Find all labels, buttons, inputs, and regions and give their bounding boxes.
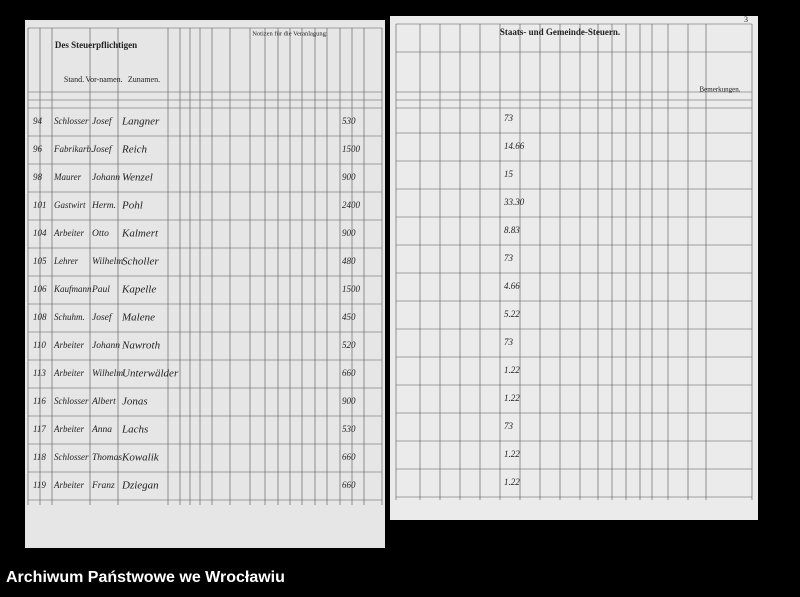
left-heading: Des Steuerpflichtigen: [55, 40, 137, 50]
notes-heading: Notizen für die Veranlagung:: [252, 30, 328, 37]
stand: Arbeiter: [53, 480, 84, 490]
tax-value: 33.30: [503, 197, 525, 207]
first-name: Otto: [92, 229, 109, 239]
row-number: 108: [33, 312, 47, 322]
first-name: Johann: [92, 341, 120, 351]
stand: Lehrer: [53, 256, 79, 266]
row-number: 110: [33, 340, 46, 350]
tax-value: 73: [504, 337, 514, 347]
stand: Maurer: [53, 172, 82, 182]
first-name: Herm.: [91, 201, 116, 211]
page-number: 3: [744, 15, 748, 24]
tax-value: 73: [504, 253, 514, 263]
tax-value: 5.22: [504, 309, 520, 319]
row-number: 104: [33, 228, 47, 238]
amount: 900: [342, 396, 356, 406]
tax-value: 73: [504, 113, 514, 123]
first-name: Anna: [91, 425, 112, 435]
surname: Malene: [121, 312, 155, 324]
tax-value: 1.22: [504, 449, 520, 459]
stand: Schlosser: [54, 116, 89, 126]
stand: Schlosser: [54, 396, 89, 406]
tax-value: 14.66: [504, 141, 525, 151]
tax-value: 1.22: [504, 393, 520, 403]
amount: 1500: [342, 284, 361, 294]
tax-value: 15: [504, 169, 514, 179]
col-head: Vor-namen.: [85, 75, 122, 84]
row-number: 113: [33, 368, 46, 378]
stand: Schlosser: [54, 452, 89, 462]
row-number: 98: [33, 172, 43, 182]
first-name: Josef: [92, 144, 113, 155]
tax-value: 1.22: [504, 365, 520, 375]
row-number: 96: [33, 144, 43, 154]
stand: Gastwirt: [54, 200, 86, 210]
row-number: 94: [33, 116, 43, 126]
first-name: Franz: [91, 481, 115, 491]
surname: Lachs: [121, 424, 148, 436]
tax-value: 4.66: [504, 281, 520, 291]
first-name: Josef: [92, 116, 113, 127]
amount: 530: [342, 116, 356, 126]
surname: Scholler: [122, 256, 159, 268]
first-name: Wilhelm: [92, 257, 123, 267]
surname: Kowalik: [121, 452, 160, 464]
surname: Kapelle: [121, 284, 156, 296]
amount: 900: [342, 228, 356, 238]
row-number: 106: [33, 284, 47, 294]
amount: 660: [342, 368, 356, 378]
tax-value: 1.22: [504, 477, 520, 487]
stand: Arbeiter: [53, 228, 84, 238]
surname: Pohl: [121, 200, 143, 212]
stand: Fabrikarb.: [53, 144, 93, 154]
stand: Arbeiter: [53, 368, 84, 378]
amount: 530: [342, 424, 356, 434]
row-number: 116: [33, 396, 46, 406]
archive-caption: Archiwum Państwowe we Wrocławiu: [6, 569, 285, 586]
col-head: Zunamen.: [128, 75, 160, 84]
row-number: 101: [33, 200, 47, 210]
stand: Kaufmann: [53, 284, 92, 294]
surname: Dziegan: [121, 480, 159, 492]
amount: 450: [342, 312, 356, 322]
surname: Reich: [121, 144, 148, 156]
first-name: Thomas: [92, 453, 122, 463]
tax-value: 8.83: [504, 225, 520, 235]
tax-value: 73: [504, 421, 514, 431]
first-name: Paul: [91, 285, 110, 295]
amount: 660: [342, 452, 356, 462]
row-number: 105: [33, 256, 47, 266]
remarks-heading: Bemerkungen.: [699, 86, 740, 94]
first-name: Albert: [91, 397, 116, 407]
stand: Schuhm.: [54, 312, 85, 322]
surname: Kalmert: [121, 228, 159, 240]
surname: Unterwälder: [122, 368, 179, 380]
surname: Nawroth: [121, 340, 161, 352]
first-name: Johann: [92, 173, 120, 183]
amount: 480: [342, 256, 356, 266]
row-number: 119: [33, 480, 46, 490]
surname: Wenzel: [122, 172, 153, 184]
col-head: Stand.: [64, 75, 84, 84]
stand: Arbeiter: [53, 340, 84, 350]
stand: Arbeiter: [53, 424, 84, 434]
surname: Jonas: [122, 396, 148, 408]
amount: 2400: [342, 200, 361, 210]
surname: Langner: [121, 116, 160, 128]
amount: 900: [342, 172, 356, 182]
ruling: [27, 23, 753, 505]
right-heading: Staats- und Gemeinde-Steuern.: [500, 27, 620, 37]
first-name: Wilhelm: [92, 369, 123, 379]
amount: 520: [342, 340, 356, 350]
amount: 1500: [342, 144, 361, 154]
row-number: 117: [33, 424, 46, 434]
amount: 660: [342, 480, 356, 490]
first-name: Josef: [92, 312, 113, 323]
row-number: 118: [33, 452, 46, 462]
